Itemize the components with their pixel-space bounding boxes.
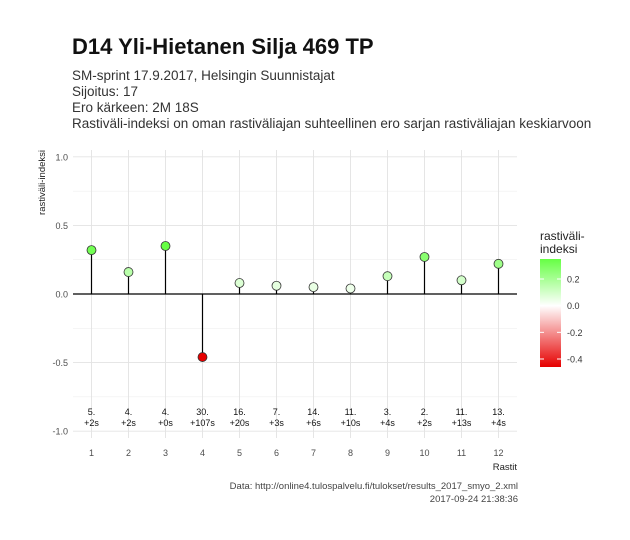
y-tick-label: 0.5 xyxy=(55,221,68,231)
chart-marks xyxy=(73,241,517,362)
grid xyxy=(73,150,517,438)
x-axis-title: Rastit xyxy=(493,462,518,473)
diff-label: +3s xyxy=(269,418,284,428)
x-tick-label: 10 xyxy=(419,448,429,458)
data-point xyxy=(456,275,467,286)
y-tick-label: -1.0 xyxy=(52,427,68,437)
data-point xyxy=(382,271,393,282)
x-tick-label: 11 xyxy=(457,448,466,458)
x-tick-label: 7 xyxy=(311,448,316,458)
data-source-caption: Data: http://online4.tulospalvelu.fi/tul… xyxy=(229,481,518,492)
legend-tick-label: -0.2 xyxy=(567,328,583,338)
legend-title-line1: rastiväli- xyxy=(540,229,585,243)
subtitle-description: Rastiväli-indeksi on oman rastiväliajan … xyxy=(72,116,592,131)
data-point xyxy=(234,278,245,288)
legend: rastiväli-indeksi 0.2 0.0 -0.2 -0.4 xyxy=(540,229,585,367)
diff-label: +6s xyxy=(306,418,321,428)
x-tick-label: 2 xyxy=(126,448,131,458)
diff-label: +13s xyxy=(452,418,472,428)
y-tick-label: 0.0 xyxy=(55,290,68,300)
x-tick-label: 3 xyxy=(163,448,168,458)
legend-title-line2: indeksi xyxy=(540,242,577,256)
data-point xyxy=(86,245,97,256)
chart-title: D14 Yli-Hietanen Silja 469 TP xyxy=(72,34,374,59)
diff-label: +107s xyxy=(190,418,215,428)
y-tick-label: 1.0 xyxy=(55,152,68,162)
diff-label: +4s xyxy=(491,418,506,428)
diff-label: +20s xyxy=(230,418,250,428)
diff-label: +10s xyxy=(341,418,361,428)
rank-label: 11. xyxy=(345,407,357,417)
data-point xyxy=(271,280,282,291)
rank-label: 16. xyxy=(233,407,246,417)
legend-tick-label: 0.0 xyxy=(567,301,580,311)
legend-tick-label: 0.2 xyxy=(567,275,580,285)
legend-colorbar xyxy=(540,259,561,367)
rank-annotations: 5.+2s4.+2s4.+0s30.+107s16.+20s7.+3s14.+6… xyxy=(84,407,506,428)
diff-label: +2s xyxy=(417,418,432,428)
x-tick-label: 9 xyxy=(385,448,390,458)
rank-label: 7. xyxy=(273,407,281,417)
rank-label: 13. xyxy=(492,407,505,417)
axes: -1.0-0.50.00.51.01 2 3 4 5 6 7 8 9 10 11 12Rastitra… xyxy=(37,150,517,473)
data-point xyxy=(308,282,319,293)
rank-label: 11. xyxy=(456,407,468,417)
x-tick-label: 4 xyxy=(200,448,205,458)
subtitle-gap: Ero kärkeen: 2M 18S xyxy=(72,100,199,115)
x-tick-label: 12 xyxy=(493,448,503,458)
rank-label: 4. xyxy=(125,407,133,417)
rank-label: 14. xyxy=(307,407,320,417)
x-tick-label: 5 xyxy=(237,448,242,458)
x-tick-label: 1 xyxy=(89,448,94,458)
subtitle-event: SM-sprint 17.9.2017, Helsingin Suunnista… xyxy=(72,68,335,83)
timestamp-caption: 2017-09-24 21:38:36 xyxy=(429,494,518,505)
legend-tick-label: -0.4 xyxy=(567,355,583,365)
diff-label: +0s xyxy=(158,418,173,428)
diff-label: +4s xyxy=(380,418,395,428)
diff-label: +2s xyxy=(121,418,136,428)
data-point xyxy=(493,258,504,269)
x-tick-label: 8 xyxy=(348,448,353,458)
rank-label: 3. xyxy=(384,407,392,417)
data-point xyxy=(160,241,171,251)
rank-label: 4. xyxy=(162,407,170,417)
x-tick-label: 6 xyxy=(274,448,279,458)
y-axis-title: rastiväli-indeksi xyxy=(37,150,48,215)
rank-label: 30. xyxy=(196,407,209,417)
rank-label: 2. xyxy=(421,407,429,417)
y-tick-label: -0.5 xyxy=(52,358,68,368)
subtitle-rank: Sijoitus: 17 xyxy=(72,84,139,99)
diff-label: +2s xyxy=(84,418,99,428)
data-point xyxy=(123,267,134,277)
data-point xyxy=(419,252,430,262)
rank-label: 5. xyxy=(88,407,96,417)
data-point xyxy=(345,283,356,294)
data-point xyxy=(197,352,208,362)
